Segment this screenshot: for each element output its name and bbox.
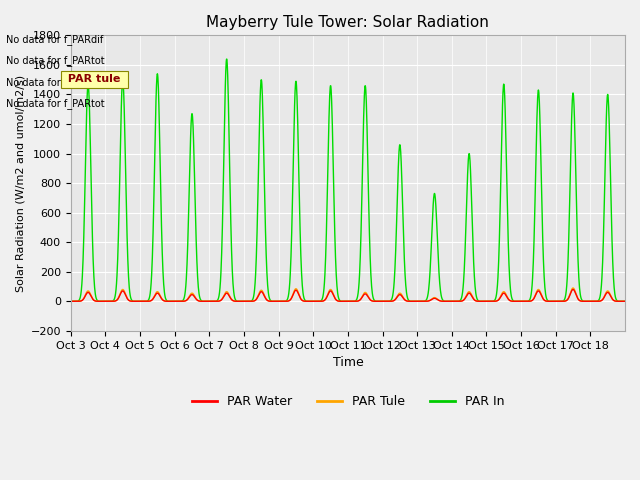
Text: No data for f_PARtot: No data for f_PARtot — [6, 98, 105, 109]
PAR Tule — [67, 299, 75, 304]
Text: PAR tule: PAR tule — [64, 74, 124, 84]
PAR Water — [569, 287, 577, 292]
PAR Tule — [546, 299, 554, 304]
PAR Tule — [381, 299, 389, 304]
PAR In — [122, 193, 130, 199]
PAR Water — [621, 299, 629, 304]
PAR Tule — [614, 299, 621, 304]
PAR In — [223, 56, 230, 62]
PAR Water — [122, 293, 130, 299]
Line: PAR Tule: PAR Tule — [71, 288, 625, 301]
PAR Tule — [515, 299, 522, 304]
PAR In — [381, 299, 389, 304]
PAR In — [515, 299, 523, 304]
PAR In — [614, 298, 621, 304]
PAR Water — [381, 299, 389, 304]
PAR In — [547, 299, 554, 304]
PAR Water — [614, 299, 621, 304]
PAR In — [621, 299, 629, 304]
PAR Tule — [569, 285, 577, 291]
PAR Water — [515, 299, 522, 304]
PAR Tule — [621, 299, 629, 304]
Y-axis label: Solar Radiation (W/m2 and umol/m2/s): Solar Radiation (W/m2 and umol/m2/s) — [15, 74, 25, 292]
X-axis label: Time: Time — [333, 356, 364, 369]
Text: No data for f_PARtot: No data for f_PARtot — [6, 55, 105, 66]
PAR Water — [546, 299, 554, 304]
Legend: PAR Water, PAR Tule, PAR In: PAR Water, PAR Tule, PAR In — [187, 390, 509, 413]
Title: Mayberry Tule Tower: Solar Radiation: Mayberry Tule Tower: Solar Radiation — [207, 15, 490, 30]
PAR Tule — [122, 293, 130, 299]
Line: PAR In: PAR In — [71, 59, 625, 301]
PAR In — [242, 299, 250, 304]
PAR Water — [242, 299, 250, 304]
Text: No data for f_PARdif: No data for f_PARdif — [6, 77, 104, 88]
Text: No data for f_PARdif: No data for f_PARdif — [6, 34, 104, 45]
PAR Water — [67, 299, 75, 304]
PAR Tule — [242, 299, 250, 304]
Line: PAR Water: PAR Water — [71, 289, 625, 301]
PAR In — [67, 299, 75, 304]
